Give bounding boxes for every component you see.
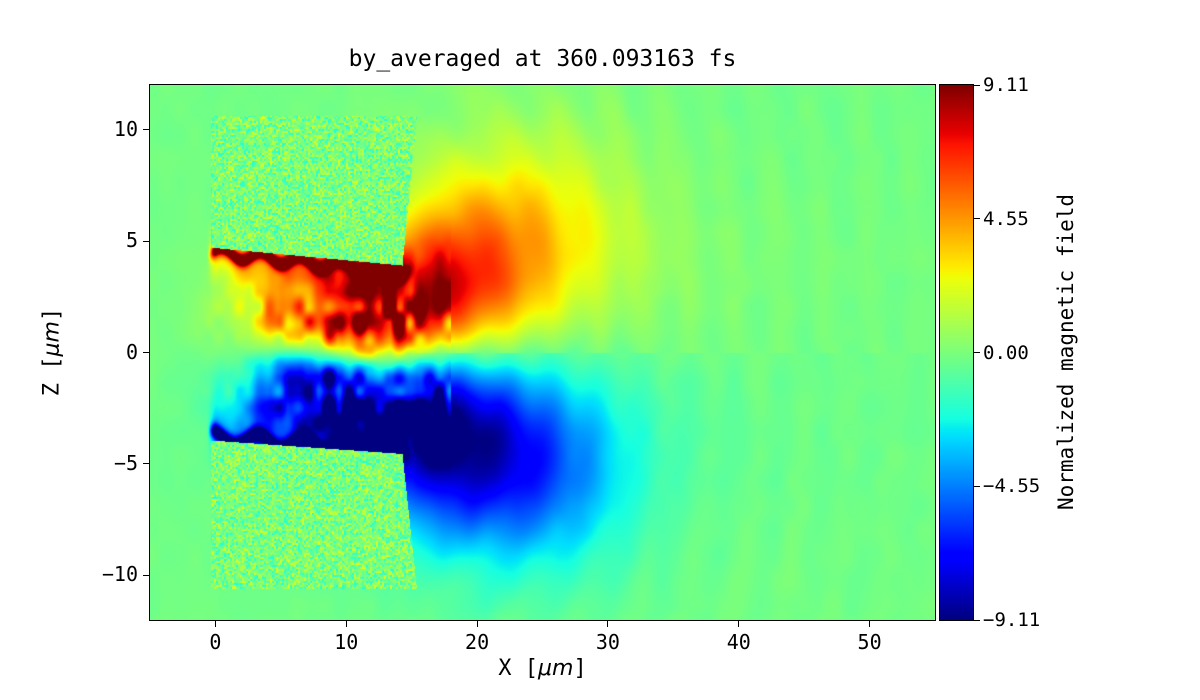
y-tick-mark <box>143 352 149 353</box>
y-tick-label: −10 <box>101 562 138 587</box>
x-tick-mark <box>607 621 609 627</box>
x-axis-label: X [μm] <box>150 656 935 681</box>
plot-area-border <box>149 84 936 621</box>
colorbar-canvas <box>940 85 973 620</box>
x-tick-mark <box>869 621 871 627</box>
x-tick-mark <box>476 621 478 627</box>
colorbar-tick-label: 0.00 <box>983 341 1029 364</box>
x-axis-label-close: ] <box>573 656 587 681</box>
y-axis-label-close: ] <box>39 307 65 322</box>
colorbar-tick-label: 4.55 <box>983 207 1029 230</box>
x-tick-label: 0 <box>209 630 222 654</box>
y-tick-label: 5 <box>125 228 138 253</box>
colorbar-tick-mark <box>974 84 980 86</box>
x-tick-label: 50 <box>857 630 882 654</box>
y-tick-label: −5 <box>113 450 138 475</box>
colorbar-tick-mark <box>974 619 980 621</box>
x-tick-label: 30 <box>595 630 620 654</box>
y-tick-mark <box>143 240 149 242</box>
colorbar-tick-label: 9.11 <box>983 74 1029 96</box>
y-tick-label: 10 <box>113 116 138 141</box>
colorbar-tick-mark <box>974 485 980 487</box>
y-tick-label: 0 <box>125 339 138 364</box>
x-tick-mark <box>738 621 740 627</box>
colorbar-tick-mark <box>974 218 980 220</box>
x-axis-label-text: X [ <box>498 656 539 681</box>
x-tick-label: 40 <box>726 630 751 654</box>
colorbar-tick-label: −9.11 <box>983 609 1041 631</box>
colorbar-border <box>939 84 974 621</box>
x-tick-mark <box>214 621 216 627</box>
y-tick-mark <box>143 463 149 465</box>
colorbar-tick-label: −4.55 <box>983 475 1041 498</box>
x-axis-unit: μm <box>538 656 574 681</box>
colorbar-tick-mark <box>974 352 980 353</box>
x-tick-label: 20 <box>465 630 490 654</box>
x-tick-label: 10 <box>334 630 359 654</box>
y-tick-mark <box>143 129 149 131</box>
heatmap-canvas <box>150 85 935 620</box>
chart-title: by_averaged at 360.093163 fs <box>348 46 737 72</box>
x-tick-mark <box>345 621 347 627</box>
y-tick-mark <box>143 574 149 576</box>
